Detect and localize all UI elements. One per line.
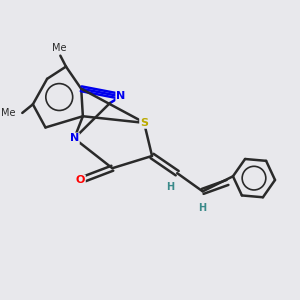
Text: Me: Me	[1, 108, 15, 118]
Text: H: H	[167, 182, 175, 192]
Text: O: O	[76, 176, 85, 185]
Text: Me: Me	[52, 43, 67, 53]
Text: H: H	[199, 203, 207, 213]
Text: S: S	[140, 118, 148, 128]
Text: N: N	[70, 134, 79, 143]
Text: N: N	[116, 92, 126, 101]
